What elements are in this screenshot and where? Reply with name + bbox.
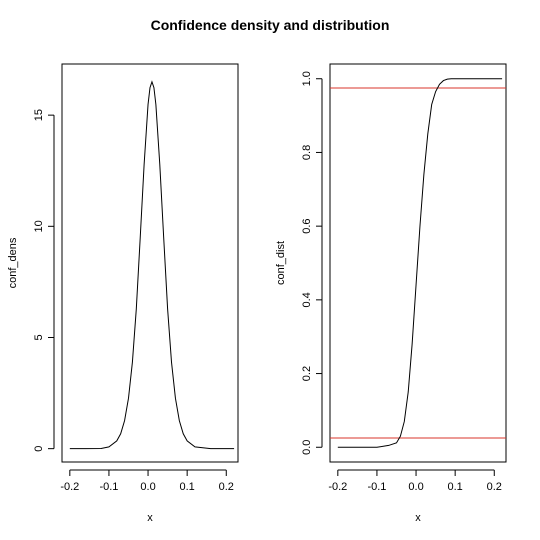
distribution-x-tick-label: -0.1	[367, 481, 386, 493]
density-x-tick-label: 0.1	[180, 481, 195, 493]
density-plot-frame	[61, 63, 239, 463]
distribution-x-tick-label: 0.1	[448, 481, 463, 493]
density-x-tick-label: 0.2	[219, 481, 234, 493]
distribution-y-axis-label: conf_dist	[275, 241, 287, 285]
density-y-tick-label: 15	[33, 109, 45, 121]
density-y-tick-label: 10	[33, 220, 45, 232]
density-panel: -0.2 -0.1 0.0 0.1 0.2 0 5 10 15 x conf_dens	[7, 63, 239, 524]
density-x-tick-label: 0.0	[140, 481, 155, 493]
distribution-x-axis-label: x	[415, 512, 421, 524]
distribution-x-tick-label: 0.2	[487, 481, 502, 493]
density-x-axis-label: x	[147, 512, 153, 524]
distribution-plot-frame	[329, 63, 507, 463]
density-y-tick-label: 5	[33, 334, 45, 340]
chart-title: Confidence density and distribution	[151, 17, 390, 33]
density-curve	[69, 80, 235, 450]
distribution-x-tick-label: -0.2	[328, 481, 347, 493]
distribution-curve	[337, 78, 503, 448]
distribution-y-tick-label: 1.0	[301, 71, 313, 86]
distribution-y-tick-label: 0.2	[301, 366, 313, 381]
distribution-y-tick-label: 0.4	[301, 292, 313, 307]
density-x-tick-label: -0.1	[99, 481, 118, 493]
distribution-panel: -0.2 -0.1 0.0 0.1 0.2 0.0 0.2 0.4 0.6 0.8 1.0 x co…	[275, 63, 507, 524]
distribution-x-tick-label: 0.0	[408, 481, 423, 493]
distribution-y-tick-label: 0.6	[301, 218, 313, 233]
density-x-tick-label: -0.2	[60, 481, 79, 493]
density-y-axis-label: conf_dens	[7, 237, 19, 288]
distribution-marks: -0.2 -0.1 0.0 0.1 0.2 0.0 0.2 0.4 0.6 0.8 1.0	[301, 71, 506, 493]
distribution-y-tick-label: 0.8	[301, 145, 313, 160]
density-y-tick-label: 0	[33, 446, 45, 452]
distribution-y-tick-label: 0.0	[301, 440, 313, 455]
density-marks: -0.2 -0.1 0.0 0.1 0.2 0 5 10 15	[33, 80, 235, 493]
